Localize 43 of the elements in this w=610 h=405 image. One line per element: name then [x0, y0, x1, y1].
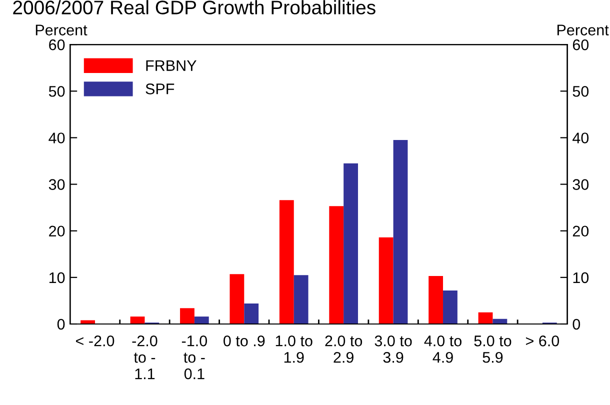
- x-tick-label: 5.0 to 5.9: [474, 336, 512, 363]
- y2-tick-label: 50: [572, 86, 589, 97]
- legend-label: SPF: [146, 83, 174, 94]
- bar: [428, 276, 444, 324]
- chart-title: 2006/2007 Real GDP Growth Probabilities: [13, 0, 376, 14]
- y-tick-label: 50: [48, 86, 65, 97]
- x-tick-label: -2.0 to - 1.1: [132, 336, 158, 380]
- bar: [443, 290, 458, 324]
- x-tick-label: > 6.0: [526, 336, 560, 346]
- bar: [329, 206, 344, 324]
- bar: [294, 275, 308, 324]
- bar: [393, 140, 408, 324]
- bar: [344, 163, 358, 324]
- y-tick-label: 10: [49, 272, 65, 284]
- x-tick-label: 1.0 to 1.9: [276, 336, 312, 363]
- y-tick-label: 0: [57, 318, 65, 330]
- y2-tick-label: 20: [572, 226, 589, 237]
- x-tick-label: 0 to .9: [224, 336, 265, 346]
- y-tick-label: 20: [49, 226, 65, 237]
- y2-tick-label: 40: [572, 132, 589, 144]
- x-tick-label: 2.0 to 2.9: [325, 336, 362, 363]
- bar: [478, 312, 493, 324]
- bar: [279, 200, 294, 324]
- legend-label: FRBNY: [146, 60, 196, 71]
- y-tick-label: 30: [48, 179, 65, 190]
- bar: [130, 316, 145, 324]
- y2-tick-label: 60: [572, 39, 589, 50]
- y-tick-label: 40: [48, 132, 65, 144]
- y2-tick-label: 0: [572, 318, 580, 330]
- bar: [230, 274, 244, 324]
- bar: [244, 304, 259, 324]
- x-tick-label: 4.0 to 4.9: [424, 336, 462, 363]
- x-tick-label: < -2.0: [76, 336, 114, 346]
- y2-tick-label: 30: [572, 179, 589, 190]
- x-tick-label: -1.0 to - 0.1: [182, 336, 208, 380]
- x-tick-label: 3.0 to 3.9: [374, 336, 412, 363]
- bar: [194, 316, 209, 324]
- y2-tick-label: 10: [573, 272, 589, 284]
- y-axis-title: Percent: [36, 24, 88, 36]
- y2-axis-title: Percent: [557, 24, 609, 36]
- bar: [180, 308, 194, 324]
- y-tick-label: 60: [49, 39, 65, 50]
- bar: [378, 237, 394, 324]
